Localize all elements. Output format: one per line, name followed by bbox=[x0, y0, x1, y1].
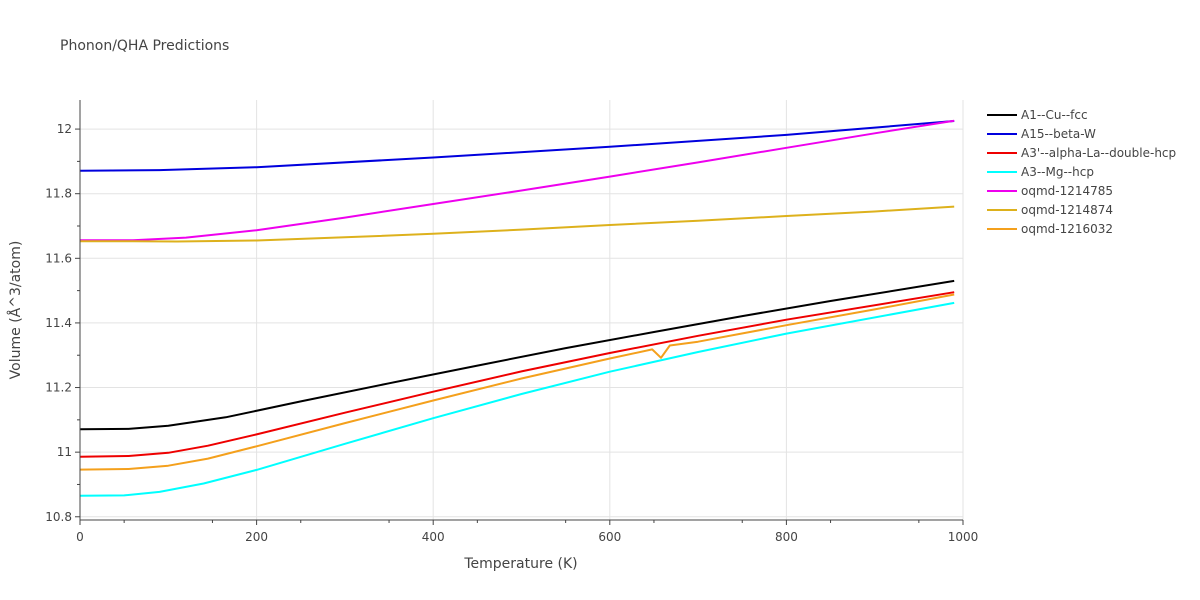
legend-label: A1--Cu--fcc bbox=[1021, 108, 1088, 122]
series-line bbox=[80, 119, 955, 242]
series-line bbox=[79, 279, 955, 431]
x-ticks: 0 200 400 600 800 1000 bbox=[76, 530, 978, 544]
legend-item[interactable]: A15--beta-W bbox=[987, 127, 1096, 141]
series-line bbox=[80, 205, 955, 243]
grid bbox=[80, 100, 964, 520]
series-line bbox=[79, 301, 955, 497]
legend-item[interactable]: oqmd-1214785 bbox=[987, 184, 1113, 198]
legend-item[interactable]: oqmd-1214874 bbox=[987, 203, 1113, 217]
y-tick-label: 11 bbox=[57, 445, 72, 459]
y-tick-label: 11.8 bbox=[45, 187, 72, 201]
series-line bbox=[79, 293, 955, 471]
legend-label: A15--beta-W bbox=[1021, 127, 1096, 141]
axes bbox=[75, 100, 964, 525]
x-tick-label: 400 bbox=[422, 530, 445, 544]
y-tick-label: 10.8 bbox=[45, 510, 72, 524]
legend-label: oqmd-1214874 bbox=[1021, 203, 1113, 217]
series-line bbox=[79, 120, 955, 172]
legend-label: A3--Mg--hcp bbox=[1021, 165, 1094, 179]
y-tick-label: 11.2 bbox=[45, 381, 72, 395]
y-tick-label: 11.6 bbox=[45, 251, 72, 265]
legend-item[interactable]: A3--Mg--hcp bbox=[987, 165, 1094, 179]
x-tick-label: 800 bbox=[775, 530, 798, 544]
legend-label: oqmd-1216032 bbox=[1021, 222, 1113, 236]
chart-title: Phonon/QHA Predictions bbox=[60, 38, 229, 54]
legend-label: A3'--alpha-La--double-hcp bbox=[1021, 146, 1176, 160]
x-axis-title: Temperature (K) bbox=[463, 556, 577, 572]
y-ticks: 10.8 11 11.2 11.4 11.6 11.8 12 bbox=[45, 122, 72, 524]
legend-label: oqmd-1214785 bbox=[1021, 184, 1113, 198]
y-tick-label: 12 bbox=[57, 122, 72, 136]
series-layer bbox=[79, 119, 955, 497]
x-tick-label: 0 bbox=[76, 530, 84, 544]
y-tick-label: 11.4 bbox=[45, 316, 72, 330]
legend-item[interactable]: A1--Cu--fcc bbox=[987, 108, 1088, 122]
series-line bbox=[79, 291, 955, 458]
legend-item[interactable]: oqmd-1216032 bbox=[987, 222, 1113, 236]
y-axis-title: Volume (Å^3/atom) bbox=[7, 241, 24, 380]
x-tick-label: 600 bbox=[598, 530, 621, 544]
legend-item[interactable]: A3'--alpha-La--double-hcp bbox=[987, 146, 1176, 160]
legend[interactable]: A1--Cu--fcc A15--beta-W A3'--alpha-La--dou… bbox=[987, 108, 1176, 236]
x-tick-label: 200 bbox=[245, 530, 268, 544]
x-tick-label: 1000 bbox=[948, 530, 979, 544]
